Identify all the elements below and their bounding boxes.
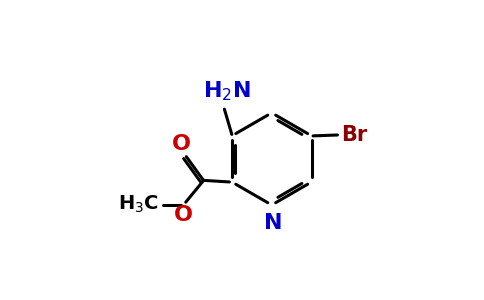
Text: O: O	[174, 205, 193, 225]
Text: N: N	[264, 213, 283, 233]
Text: H$_2$N: H$_2$N	[203, 80, 251, 103]
Text: Br: Br	[341, 125, 367, 145]
Text: O: O	[171, 134, 191, 154]
Text: H$_3$C: H$_3$C	[118, 194, 158, 215]
